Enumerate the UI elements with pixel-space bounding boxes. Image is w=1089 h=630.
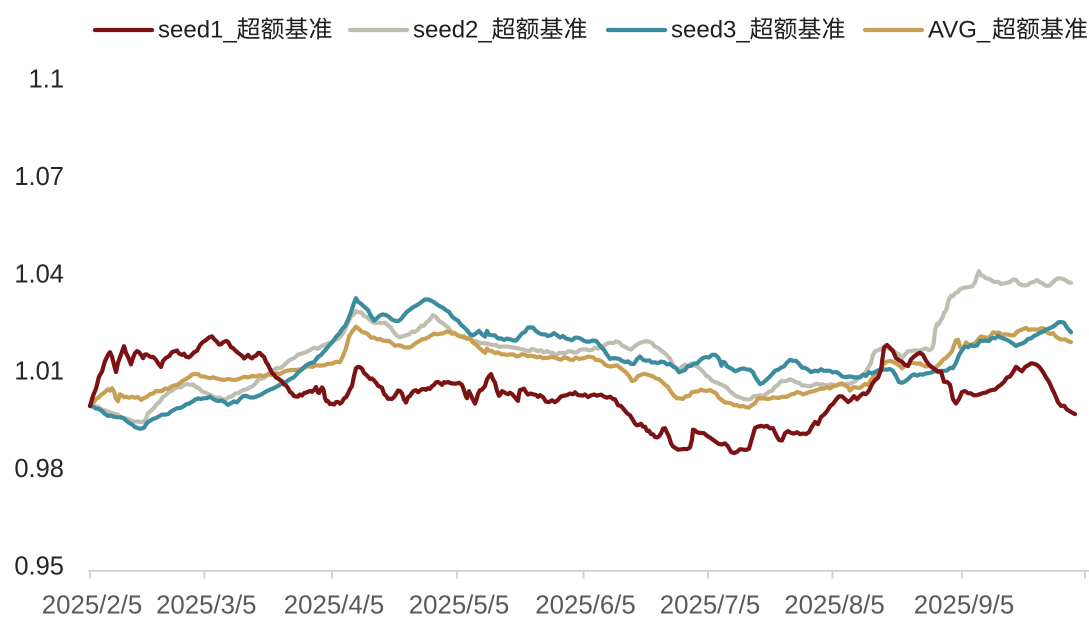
svg-text:seed3_: seed3_ bbox=[671, 17, 750, 44]
svg-text:seed1_: seed1_ bbox=[158, 17, 237, 44]
svg-text:AVG_: AVG_ bbox=[928, 17, 991, 44]
svg-text:0.98: 0.98 bbox=[14, 455, 64, 483]
svg-text:2025/9/5: 2025/9/5 bbox=[914, 592, 1014, 620]
svg-text:seed2_: seed2_ bbox=[413, 17, 492, 44]
svg-text:2025/7/5: 2025/7/5 bbox=[660, 592, 760, 620]
svg-text:1.01: 1.01 bbox=[14, 358, 64, 386]
svg-text:2025/4/5: 2025/4/5 bbox=[284, 592, 384, 620]
svg-text:1.07: 1.07 bbox=[14, 163, 64, 191]
svg-text:1.04: 1.04 bbox=[14, 260, 64, 288]
svg-text:0.95: 0.95 bbox=[14, 553, 64, 581]
svg-text:2025/6/5: 2025/6/5 bbox=[535, 592, 635, 620]
svg-text:2025/3/5: 2025/3/5 bbox=[156, 592, 256, 620]
svg-text:2025/5/5: 2025/5/5 bbox=[409, 592, 509, 620]
svg-text:2025/2/5: 2025/2/5 bbox=[42, 592, 142, 620]
svg-text:1.1: 1.1 bbox=[29, 66, 64, 94]
svg-text:2025/8/5: 2025/8/5 bbox=[784, 592, 884, 620]
